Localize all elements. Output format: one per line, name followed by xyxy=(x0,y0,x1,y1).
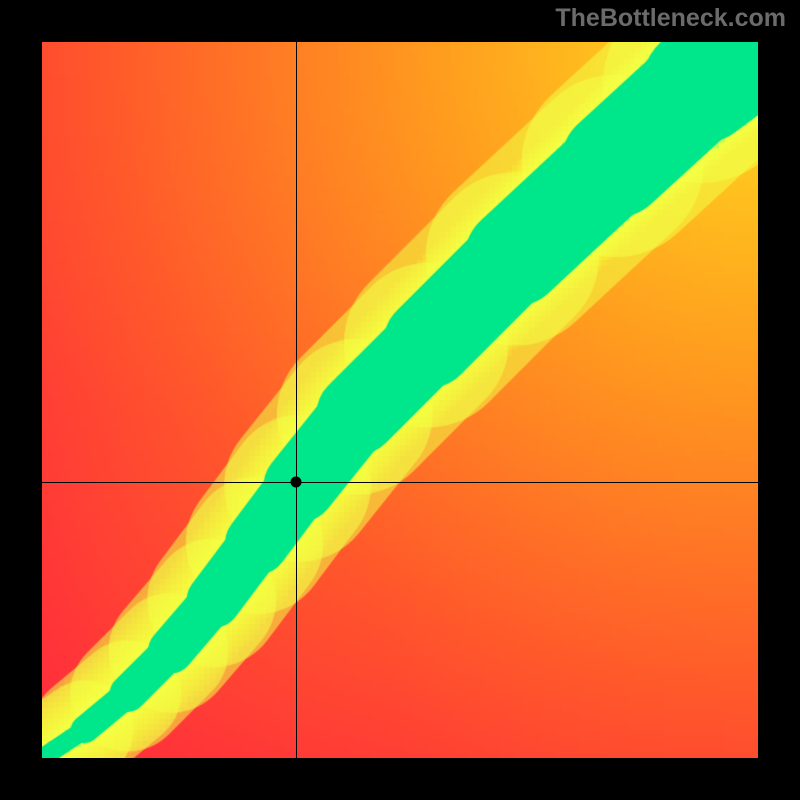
crosshair-vertical xyxy=(296,42,297,758)
intersection-marker xyxy=(291,477,302,488)
heatmap-plot xyxy=(42,42,758,758)
heatmap-canvas xyxy=(42,42,758,758)
crosshair-horizontal xyxy=(42,482,758,483)
watermark: TheBottleneck.com xyxy=(555,4,786,33)
